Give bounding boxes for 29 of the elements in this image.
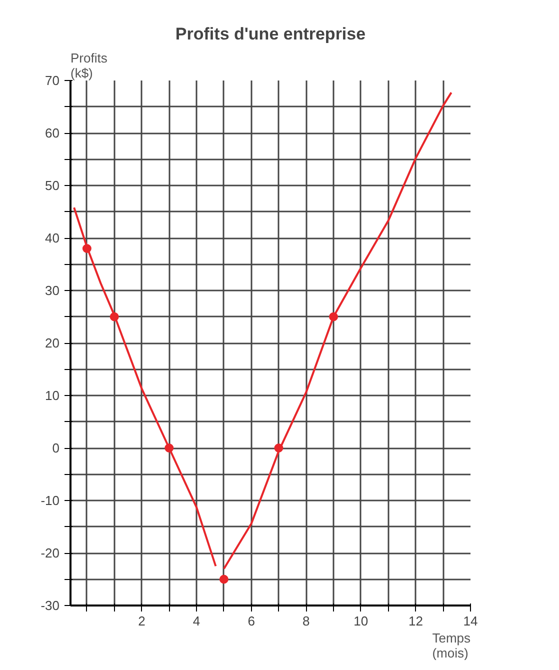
point: [274, 444, 284, 452]
line-series: [73, 206, 217, 568]
point: [110, 312, 119, 322]
y-tick-label: -20: [40, 546, 60, 560]
x-tick-label: 12: [408, 614, 423, 628]
x-tick-label: 6: [248, 614, 255, 628]
y-tick-label: 60: [45, 126, 60, 140]
point: [219, 574, 228, 584]
x-tick-label: 2: [138, 614, 146, 628]
line-series: [222, 92, 452, 570]
x-axis-title: Temps (mois): [432, 630, 471, 660]
y-tick-label: 0: [52, 440, 60, 456]
x-tick-label: 10: [354, 614, 368, 628]
y-tick-label: 70: [45, 73, 60, 88]
point: [329, 312, 338, 322]
y-tick-label: 50: [45, 178, 60, 193]
x-tick-label: 8: [302, 614, 310, 628]
point: [164, 444, 174, 452]
y-axis-title: Profits (k$): [70, 50, 108, 80]
y-tick-label: 10: [45, 388, 60, 403]
y-tick-label: -10: [40, 493, 60, 508]
chart-title: Profits d'une entreprise: [175, 24, 366, 44]
point: [82, 244, 92, 253]
y-tick-label: -30: [40, 598, 60, 613]
y-tick-label: 40: [45, 230, 60, 246]
y-tick-label: 30: [45, 283, 60, 298]
y-tick-label: 20: [45, 336, 60, 350]
x-tick-label: 14: [463, 614, 478, 628]
x-tick-label: 4: [192, 614, 200, 628]
